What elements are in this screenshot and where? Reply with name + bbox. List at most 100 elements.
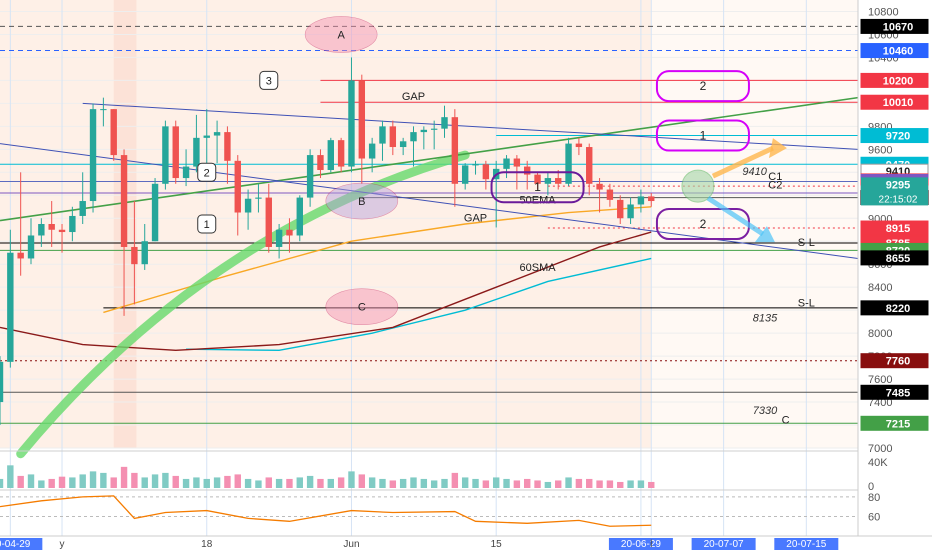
volume-bar [524, 478, 531, 488]
volume-bar [337, 477, 345, 488]
oscillator-line [0, 495, 652, 527]
candle-body [368, 143, 376, 159]
ellipse-label: B [358, 196, 365, 208]
candle-body [317, 155, 324, 171]
candle-body [7, 252, 14, 362]
volume-bar [151, 474, 159, 488]
volume-bar [317, 478, 324, 488]
volume-tick-label: 40K [868, 457, 888, 469]
time-tick-label: 20-06-29 [621, 539, 661, 550]
candle-body [575, 143, 583, 148]
volume-bar [306, 475, 314, 488]
candle-body [327, 140, 334, 171]
volume-bar [575, 478, 583, 488]
price-tag-text: 10670 [883, 21, 914, 33]
candle-body [596, 183, 603, 190]
candle-body [296, 197, 303, 236]
price-tag [860, 353, 929, 369]
volume-bar [513, 480, 521, 488]
down-arrow-head [754, 226, 775, 243]
candle-body [441, 117, 448, 129]
osc-tick-label: 80 [868, 492, 880, 504]
candle-body [255, 197, 262, 199]
volume-bar [100, 472, 107, 488]
price-tag-text: 7760 [886, 356, 910, 368]
price-axis: 1080010600104001020010000980096009400920… [857, 0, 932, 536]
annotations: GAPGAP50EMA60SMAS-LS-LC1C2C941081357330A… [197, 16, 815, 426]
candle-body [534, 174, 541, 184]
candle-body [410, 132, 417, 142]
chart-annotation-text: GAP [402, 91, 425, 103]
volume-bar [555, 480, 562, 488]
candle-body [0, 361, 4, 403]
time-tick-label: 20-07-07 [704, 539, 744, 550]
candle-body [627, 204, 634, 219]
price-tick-label: 10800 [868, 6, 899, 18]
candle-body [131, 246, 138, 265]
volume-bar [7, 465, 14, 488]
volume-bar [224, 475, 231, 488]
price-tag [860, 300, 929, 316]
projection-circle [681, 169, 715, 203]
volume-bar [379, 478, 386, 488]
time-tick-label: Jun [343, 539, 359, 550]
ellipse-marker [304, 16, 378, 53]
volume-bar [565, 477, 572, 488]
time-tick-label: l [650, 539, 652, 550]
candle-body [203, 135, 210, 138]
candle-body [524, 166, 531, 175]
volume-bar [586, 478, 593, 488]
current-price-tag [861, 177, 928, 206]
time-axis: 20-04-29 y 18 Jun 15 20-06-29l 20-07-07 20-07-1… [0, 535, 932, 550]
chart-annotation-text: C [782, 414, 790, 426]
price-tag [860, 18, 929, 34]
volume-bar [544, 481, 552, 488]
candle-body [213, 132, 221, 136]
price-tag [860, 72, 929, 88]
price-tag-text: 10010 [883, 97, 914, 109]
candle-body [120, 155, 128, 247]
volume-bar [69, 477, 76, 488]
candle-body [399, 141, 407, 148]
up-arrow [711, 145, 774, 179]
volume-bar [120, 466, 128, 488]
candle-body [110, 109, 117, 156]
volume-bar [617, 481, 624, 488]
candle-body [234, 160, 241, 213]
price-tick-label: 7400 [868, 397, 892, 409]
chart-annotation-text: S-L [798, 298, 815, 310]
volume-bar [17, 475, 24, 488]
volume-bar [534, 480, 541, 488]
box-marker [655, 119, 750, 152]
candle-body [38, 224, 45, 236]
countdown-text: 22:15:02 [879, 194, 918, 205]
candle-body [637, 196, 645, 205]
volume-bar [203, 478, 210, 488]
candle-body [17, 252, 24, 259]
box-label: 1 [534, 180, 541, 194]
price-tag-text: 10200 [883, 75, 914, 87]
time-tick-label: 15 [491, 539, 503, 550]
candle-body [100, 109, 107, 111]
volume-bar [234, 474, 241, 488]
time-tag [691, 538, 756, 550]
volume-bar [348, 471, 355, 488]
candle-body [27, 235, 35, 259]
ellipse-label: C [358, 302, 366, 314]
time-tick-label: 20-04-29 [0, 539, 31, 550]
candle-body [151, 183, 159, 242]
callout-box [197, 214, 217, 234]
candle-body [451, 117, 459, 184]
time-tick-label: y [60, 539, 65, 550]
candle-body [358, 80, 366, 159]
volume-bar [648, 481, 655, 488]
volume-bar [399, 478, 407, 488]
candle-body [275, 229, 283, 247]
volume-bar [265, 477, 272, 488]
volume-bar [286, 478, 293, 488]
candle-body [565, 143, 572, 184]
trend-line [82, 102, 859, 150]
moving-average-line [186, 257, 652, 352]
volume-bar [637, 480, 645, 488]
